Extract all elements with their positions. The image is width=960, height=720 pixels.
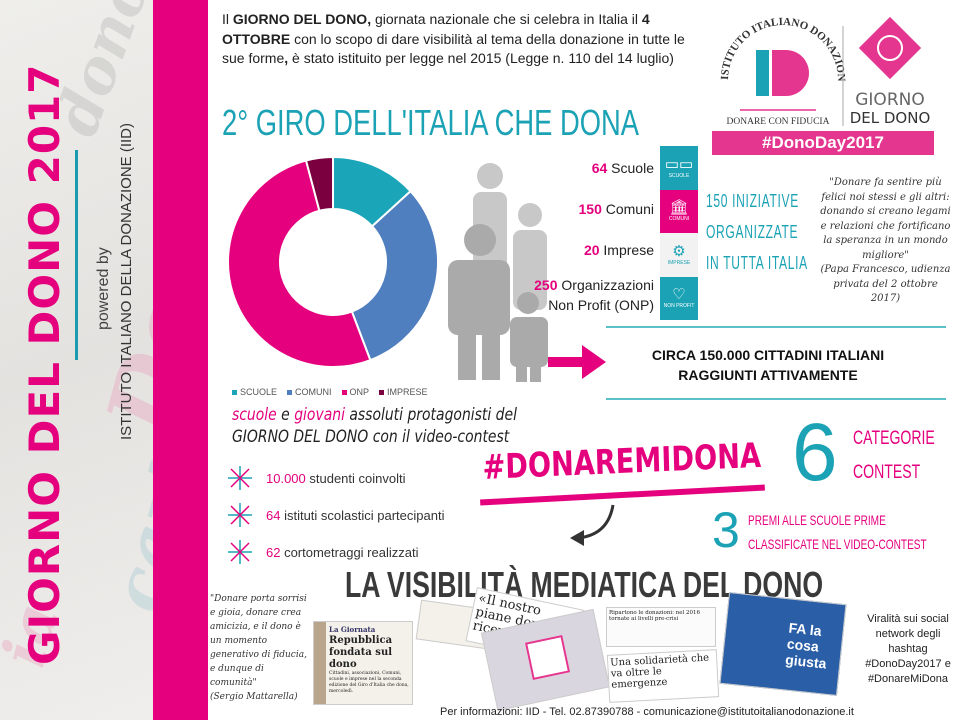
logo-graphic: ISTITUTO ITALIANO DONAZIONE DONARE CON F… (704, 1, 931, 127)
donut-chart (227, 155, 439, 368)
stat-scuole: 64 Scuole (591, 160, 654, 176)
stat-onp: 250 Organizzazioni Non Profit (ONP) (534, 277, 654, 313)
stat-comuni: 150 Comuni (578, 201, 655, 217)
people-icon (448, 163, 548, 382)
intro-text: Il GIORNO DEL DONO, giornata nazionale c… (222, 11, 685, 66)
asterisk-icon (228, 540, 252, 564)
bullet-students: 10.000 studenti coinvolti (228, 466, 406, 490)
legend-scuole: SCUOLE (232, 387, 277, 397)
press-clip-repubblica: La Giornata Repubblica fondata sul dono Ci… (313, 621, 413, 705)
powered-by: powered by (95, 247, 112, 330)
logo-tagline: DONARE CON FIDUCIA (727, 117, 830, 127)
building-icon: 🏛︎ COMUNI (660, 189, 698, 233)
footer-contact: Per informazioni: IID - Tel. 02.87390788… (440, 706, 854, 718)
donut-slice-comuni (350, 189, 439, 362)
gears-icon: ⚙ IMPRESE (660, 233, 698, 277)
divider (75, 150, 78, 360)
categories-label: CATEGORIE CONTEST (853, 428, 935, 483)
prizes-label: PREMI ALLE SCUOLE PRIME CLASSIFICATE NEL … (748, 512, 927, 552)
curved-arrow-icon (570, 504, 615, 546)
press-clip-solidarieta: Una solidarietà che va oltre le emergenz… (606, 649, 720, 703)
vertical-title: GIORNO DEL DONO 2017 (20, 63, 69, 666)
left-panel: dono Dono carta ia (0, 0, 153, 720)
protagonists-text: scuole e giovani assoluti protagonisti d… (232, 405, 517, 447)
heart-icon: ♡ NON PROFIT (660, 276, 698, 320)
chart-legend: SCUOLE COMUNI ONP IMPRESE (232, 387, 428, 397)
logo: ISTITUTO ITALIANO DONAZIONE DONARE CON F… (704, 1, 948, 130)
arrow-right-icon (548, 345, 606, 379)
divider-top (606, 326, 946, 328)
section-title: 2° GIRO DELL'ITALIA CHE DONA (222, 102, 640, 143)
prizes-count: 3 (712, 502, 740, 558)
divider-bottom (606, 398, 946, 400)
book-icon: ▭▭ SCUOLE (660, 146, 698, 190)
logo-brand-1: GIORNO (855, 90, 924, 110)
contest-hashtag: #DONAREMIDONA (482, 435, 762, 488)
tv-show-screenshot: FA la cosa giusta (719, 592, 847, 696)
hashtag-banner: #DonoDay2017 (712, 131, 934, 155)
stat-imprese: 20 Imprese (583, 242, 654, 258)
asterisk-icon (228, 466, 252, 490)
logo-brand-2: DEL DONO (850, 109, 931, 127)
asterisk-icon (228, 503, 252, 527)
institute-name: ISTITUTO ITALIANO DELLA DONAZIONE (IID) (118, 123, 135, 440)
press-clip-donazioni: Ripartono le donazioni: nel 2016 tornate… (606, 607, 716, 647)
citizens-reached: CIRCA 150.000 CITTADINI ITALIANI RAGGIUNT… (651, 347, 885, 383)
bullet-schools: 64 istituti scolastici partecipanti (228, 503, 444, 527)
donut-slice-onp (227, 159, 372, 368)
legend-onp: ONP (341, 387, 369, 397)
mattarella-quote: "Donare porta sorrisi e gioia, donare cr… (210, 594, 307, 702)
bullet-shorts: 62 cortometraggi realizzati (228, 540, 418, 564)
legend-comuni: COMUNI (287, 387, 332, 397)
pink-bar (153, 0, 208, 720)
legend-imprese: IMPRESE (379, 387, 428, 397)
papa-quote: "Donare fa sentire più felici noi stessi… (820, 177, 951, 304)
categories-count: 6 (792, 407, 838, 498)
category-icons: ▭▭ SCUOLE 🏛︎ COMUNI ⚙ IMPRESE ♡ NON PROFIT (660, 146, 698, 320)
donut-slice-imprese (304, 155, 334, 212)
initiatives-text: 150 INIZIATIVE ORGANIZZATE IN TUTTA ITALIA (706, 191, 808, 273)
virality-text: Viralità sui social network degli hashta… (865, 613, 951, 685)
